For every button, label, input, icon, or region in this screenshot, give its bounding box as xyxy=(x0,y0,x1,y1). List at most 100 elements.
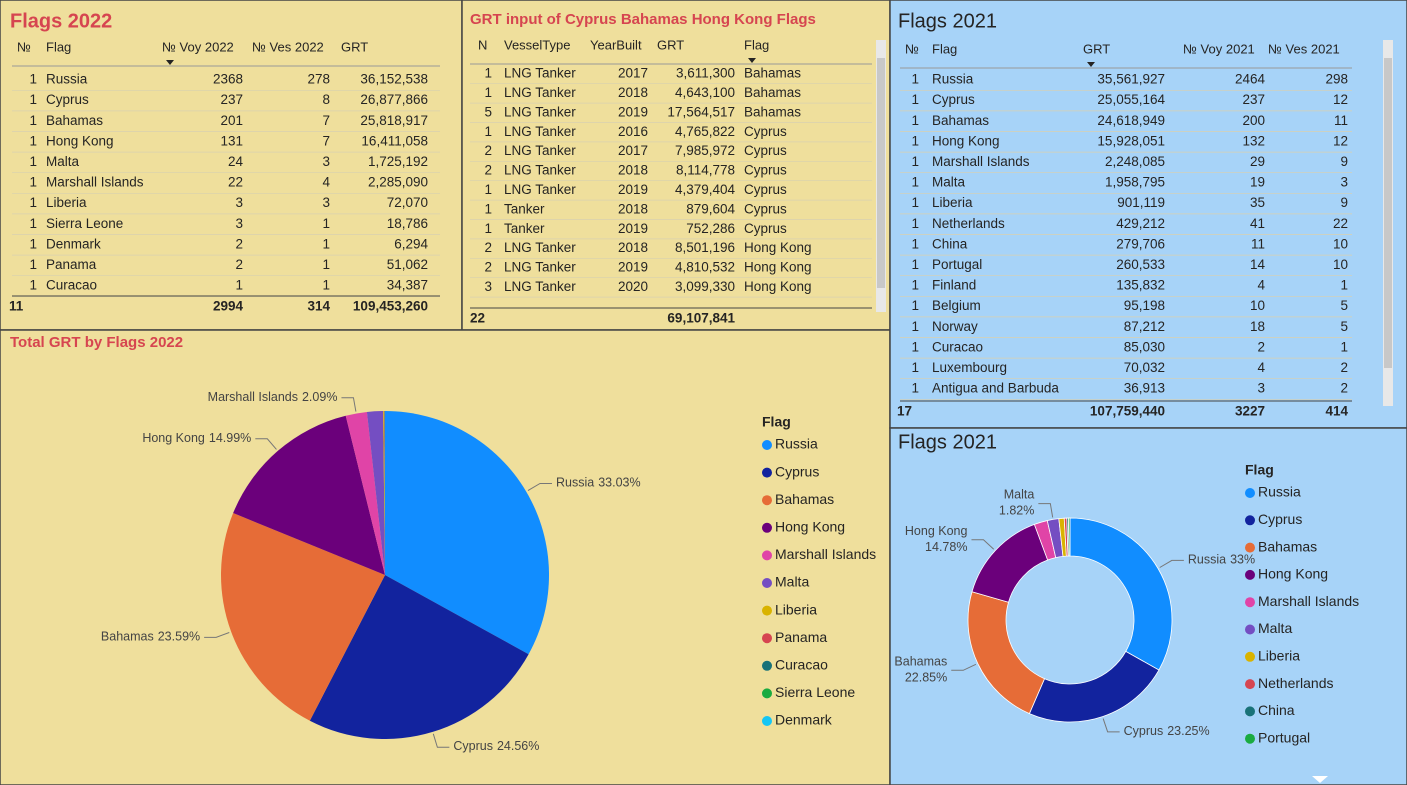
sort-indicator xyxy=(1087,62,1095,67)
table-cell: 41 xyxy=(1250,216,1265,231)
table-cell: 1 xyxy=(911,278,919,293)
leader-line xyxy=(341,397,357,412)
table-cell: 18 xyxy=(1250,319,1265,334)
table-body: 1 LNG Tanker 2017 3,611,300 Bahamas 1 LNG Tank… xyxy=(470,66,872,298)
table-cell: 2019 xyxy=(618,221,648,236)
legend-label: Liberia xyxy=(775,601,817,617)
scroll-thumb[interactable] xyxy=(1384,58,1392,368)
table-cell: LNG Tanker xyxy=(504,182,576,197)
table-cell: China xyxy=(932,236,968,251)
table-cell: Norway xyxy=(932,319,978,334)
table-cell: 2017 xyxy=(618,143,648,158)
table-cell: LNG Tanker xyxy=(504,260,576,275)
table-cell: 2 xyxy=(1257,339,1265,354)
data-label: Marshall Islands 2.09% xyxy=(208,390,338,404)
table-cell: 1 xyxy=(911,175,919,190)
table-cell: 2017 xyxy=(618,66,648,81)
table-cell: 70,032 xyxy=(1124,360,1165,375)
slice xyxy=(220,513,385,721)
table-cell: 26,877,866 xyxy=(360,92,428,107)
slice xyxy=(385,411,549,655)
table-cell: 1 xyxy=(1340,278,1348,293)
table-cell: 3 xyxy=(322,195,330,210)
scroll-thumb[interactable] xyxy=(877,58,885,288)
table-cell: LNG Tanker xyxy=(504,124,576,139)
table-cell: 2019 xyxy=(618,182,648,197)
table-cell: 1 xyxy=(484,221,492,236)
table-cell: LNG Tanker xyxy=(504,279,576,294)
table-cell: Curacao xyxy=(932,339,983,354)
table-cell: 10 xyxy=(1333,257,1348,272)
column-header: № Voy 2022 xyxy=(162,39,234,54)
table-cell: 18,786 xyxy=(387,216,428,231)
column-header: GRT xyxy=(657,37,684,52)
table-cell: Bahamas xyxy=(932,113,989,128)
table-cell: 4 xyxy=(1257,360,1265,375)
table-cell: 5 xyxy=(484,104,492,119)
table-cell: 22 xyxy=(1333,216,1348,231)
table-cell: 901,119 xyxy=(1117,195,1165,210)
table-cell: 2020 xyxy=(618,279,648,294)
table-cell: 17,564,517 xyxy=(667,104,735,119)
table-cell: 11 xyxy=(1334,113,1348,128)
table-cell: Bahamas xyxy=(46,113,103,128)
slice xyxy=(309,575,529,740)
table-cell: 1 xyxy=(29,175,37,190)
table-cell: 1 xyxy=(29,278,37,293)
table-cell: Netherlands xyxy=(932,216,1005,231)
legend-label: Bahamas xyxy=(1258,538,1317,554)
data-label-category: Bahamas xyxy=(894,655,947,669)
table-cell: 2 xyxy=(484,240,492,255)
table-cell: 15,928,051 xyxy=(1097,133,1165,148)
table-cell: 1 xyxy=(911,72,919,87)
table-cell: 9 xyxy=(1340,195,1348,210)
table-cell: 2018 xyxy=(618,163,648,178)
table-title: Flags 2022 xyxy=(10,10,112,32)
slice xyxy=(383,411,385,575)
legend-scroll-arrow[interactable] xyxy=(1312,776,1328,783)
table-cell: 1 xyxy=(911,236,919,251)
table-cell: 3 xyxy=(235,216,243,231)
table-title: Flags 2021 xyxy=(898,10,997,32)
legend-label: Russia xyxy=(1258,484,1301,500)
column-header: Flag xyxy=(46,39,71,54)
legend-label: Panama xyxy=(775,629,827,645)
table-cell: 2 xyxy=(1340,360,1348,375)
table-cell: 1 xyxy=(911,381,919,396)
table-cell: Hong Kong xyxy=(744,279,812,294)
table-cell: Hong Kong xyxy=(744,240,812,255)
table-cell: Cyprus xyxy=(744,143,787,158)
legend-label: Russia xyxy=(775,436,818,452)
column-header: GRT xyxy=(1083,41,1110,56)
legend-marker xyxy=(762,605,772,616)
table-cell: 1 xyxy=(911,319,919,334)
legend-label: Hong Kong xyxy=(1258,566,1328,582)
data-label-value: 24.56% xyxy=(497,740,539,754)
table-cell: Malta xyxy=(46,154,80,169)
table-cell: 2368 xyxy=(213,72,243,87)
table-cell: 95,198 xyxy=(1124,298,1165,313)
legend-label: Marshall Islands xyxy=(1258,593,1359,609)
data-label-value: 23.59% xyxy=(158,630,200,644)
table-cell: 8,114,778 xyxy=(676,163,735,178)
total-cell: 414 xyxy=(1325,404,1348,419)
legend-marker xyxy=(1245,733,1255,744)
table-cell: 2019 xyxy=(618,260,648,275)
table-cell: 1 xyxy=(911,113,919,128)
table-cell: 879,604 xyxy=(686,201,735,216)
legend-label: Bahamas xyxy=(775,491,834,507)
column-header: YearBuilt xyxy=(590,37,642,52)
data-label: Hong Kong 14.78% xyxy=(905,524,968,554)
legend-marker xyxy=(762,467,772,478)
table-cell: 135,832 xyxy=(1116,278,1165,293)
legend-marker xyxy=(1245,488,1255,498)
table-cell: 1 xyxy=(911,360,919,375)
table-cell: 1,725,192 xyxy=(368,154,428,169)
legend-marker xyxy=(762,633,772,644)
table-cell: 1 xyxy=(235,278,243,293)
table-cell: Hong Kong xyxy=(744,260,812,275)
table-cell: 2 xyxy=(484,143,492,158)
table-cell: 12 xyxy=(1333,133,1348,148)
table-cell: Cyprus xyxy=(932,92,975,107)
